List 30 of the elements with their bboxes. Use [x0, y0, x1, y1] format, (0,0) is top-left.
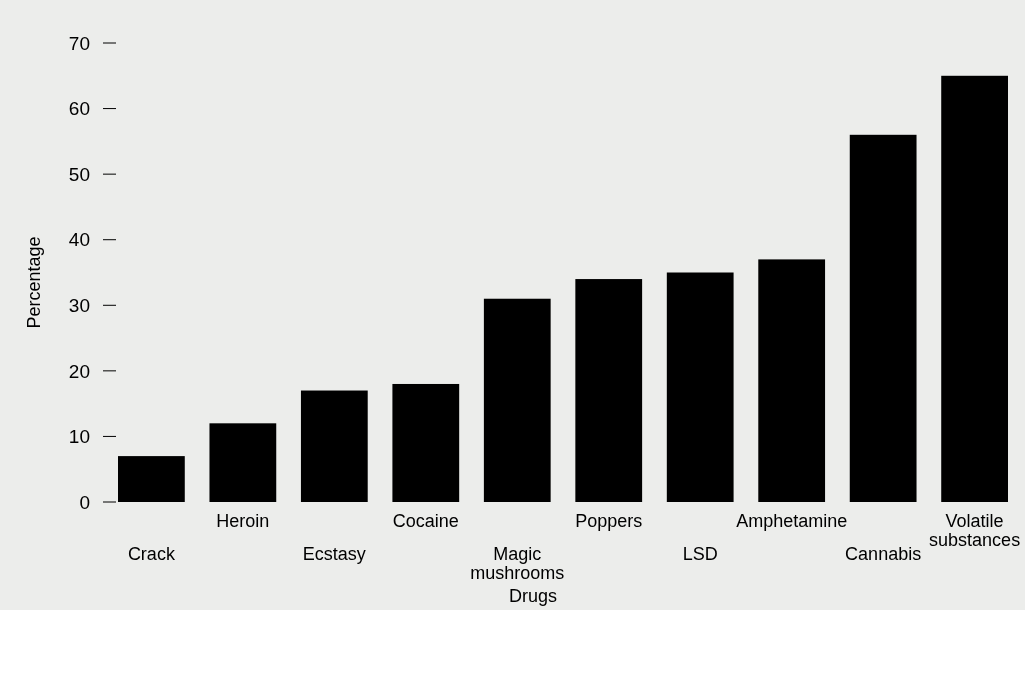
- x-tick-label: Poppers: [575, 511, 643, 531]
- bar: [849, 134, 917, 502]
- x-tick-label: Cannabis: [845, 544, 922, 564]
- bar: [300, 390, 368, 502]
- y-tick-label: 0: [79, 491, 90, 513]
- bar: [209, 423, 277, 502]
- x-tick-label: Heroin: [216, 511, 270, 531]
- bar: [392, 383, 460, 502]
- y-axis-title: Percentage: [24, 236, 44, 329]
- x-tick-label: Cocaine: [392, 511, 459, 531]
- x-tick-label: Crack: [127, 544, 176, 564]
- y-tick-label: 30: [68, 294, 90, 316]
- bar: [758, 259, 826, 502]
- bar: [666, 272, 734, 502]
- x-tick-label: Volatile substances: [929, 511, 1021, 550]
- bar: [118, 456, 185, 502]
- bar: [575, 279, 643, 502]
- y-tick-label: 40: [68, 229, 90, 251]
- x-tick-label: Ecstasy: [302, 544, 366, 564]
- x-tick-label: LSD: [682, 544, 718, 564]
- y-tick-label: 20: [68, 360, 90, 382]
- x-tick-label: Magic mushrooms: [470, 544, 565, 583]
- x-axis-title: Drugs: [508, 586, 558, 606]
- y-tick-label: 10: [68, 426, 90, 448]
- bar: [483, 298, 551, 502]
- bar: [941, 75, 1008, 502]
- y-tick-label: 50: [68, 163, 90, 185]
- y-tick-label: 60: [68, 98, 90, 120]
- x-tick-label: Amphetamine: [736, 511, 848, 531]
- y-tick-label: 70: [68, 32, 90, 54]
